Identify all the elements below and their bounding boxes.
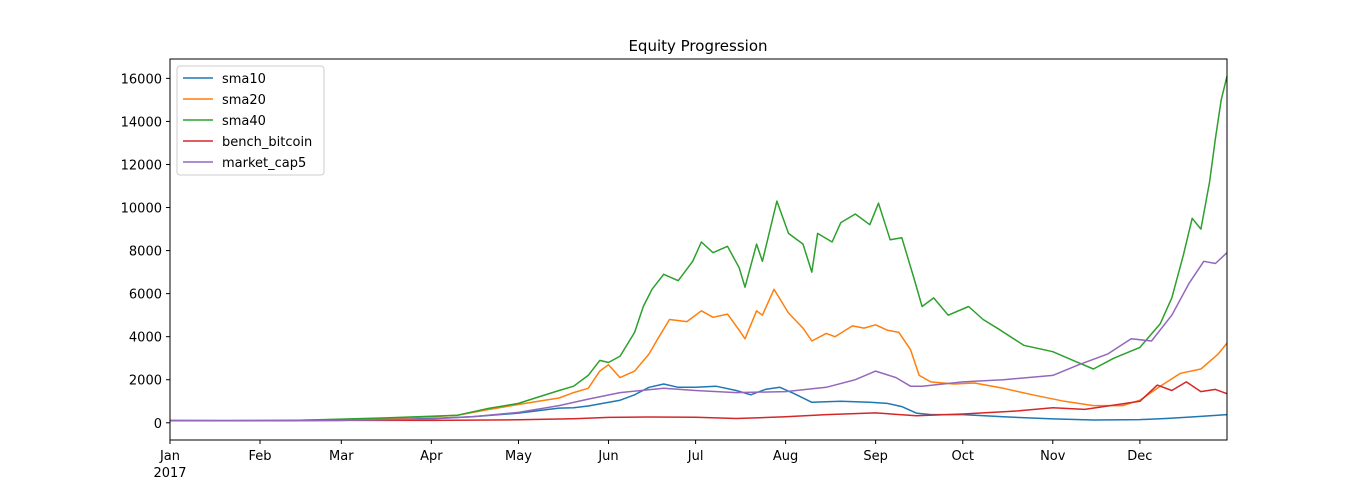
x-tick-label: Sep: [863, 449, 888, 464]
legend-label-sma10: sma10: [222, 72, 266, 87]
legend: sma10 sma20 sma40 bench_bitcoin market_cap5: [176, 65, 325, 176]
y-tick-label: 2000: [129, 374, 162, 389]
legend-label-bench_bitcoin: bench_bitcoin: [222, 135, 312, 150]
y-tick-label: 10000: [121, 202, 162, 217]
x-tick-label: Aug: [773, 449, 798, 464]
legend-label-sma20: sma20: [222, 93, 266, 108]
x-tick-sublabel: 2017: [153, 466, 186, 481]
y-tick-label: 4000: [129, 331, 162, 346]
series-line-market_cap5: [170, 252, 1228, 422]
y-tick-label: 8000: [129, 245, 162, 260]
legend-box: [176, 65, 325, 176]
plot-frame: [169, 58, 1228, 441]
x-tick-label: May: [505, 449, 532, 464]
series-line-bench_bitcoin: [170, 381, 1228, 422]
x-tick-label: Jan: [159, 449, 180, 464]
x-tick-label: Nov: [1040, 449, 1066, 464]
x-tick-label: Oct: [952, 449, 974, 464]
chart-title: Equity Progression: [628, 37, 767, 55]
y-tick-label: 16000: [121, 72, 162, 87]
x-tick-label: Jun: [597, 449, 618, 464]
y-tick-label: 14000: [121, 115, 162, 130]
series-line-sma20: [170, 288, 1228, 422]
y-axis: 0 2000 4000 6000 8000 10000 12000 14000 16000: [121, 72, 170, 432]
series-line-sma40: [169, 76, 1228, 422]
legend-label-sma40: sma40: [222, 114, 266, 129]
x-tick-label: Feb: [249, 449, 272, 464]
x-axis: Jan 2017 Feb Mar Apr May Jun Jul Aug Sep Oct Nov Dec: [153, 440, 1152, 481]
x-tick-label: Mar: [329, 449, 354, 464]
x-tick-label: Dec: [1127, 449, 1152, 464]
y-tick-label: 6000: [129, 288, 162, 303]
y-tick-label: 12000: [121, 158, 162, 173]
x-tick-label: Apr: [420, 449, 443, 464]
legend-label-market_cap5: market_cap5: [222, 156, 306, 171]
y-tick-label: 0: [154, 417, 162, 432]
series-layer: [169, 76, 1228, 422]
x-tick-label: Jul: [687, 449, 704, 464]
